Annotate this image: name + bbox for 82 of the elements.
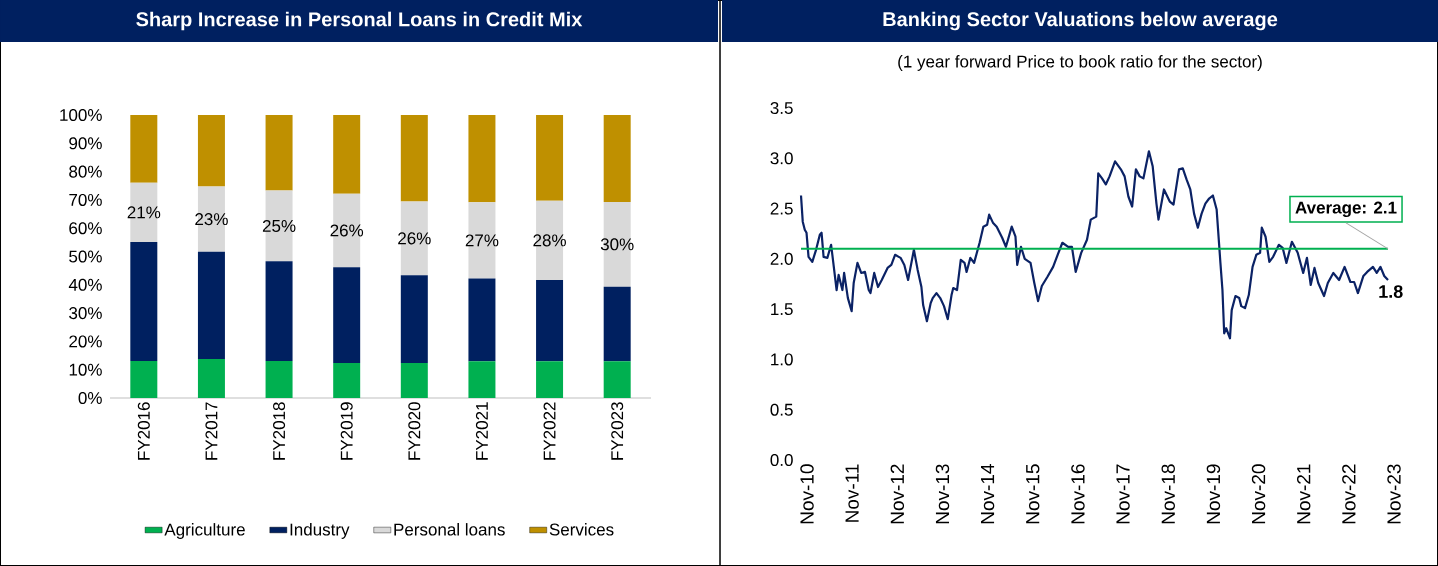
bar xyxy=(468,278,496,362)
y-tick-label: 100% xyxy=(60,108,102,122)
bar xyxy=(603,286,631,362)
x-tick-label: Nov-21 xyxy=(1296,464,1311,524)
legend-label: Industry xyxy=(290,523,350,539)
x-tick-label: Nov-22 xyxy=(1342,464,1356,524)
data-label: 23% xyxy=(195,213,228,226)
bar xyxy=(468,115,496,203)
x-tick-label: Nov-10 xyxy=(800,464,814,524)
y-tick-label: 2.5 xyxy=(770,202,793,215)
bar xyxy=(603,115,631,202)
chart-title: Sharp Increase in Personal Loans in Credit Mix xyxy=(136,11,583,31)
x-tick-label: FY2020 xyxy=(408,402,421,460)
bar xyxy=(603,361,631,398)
legend-label: Services xyxy=(549,523,614,536)
x-tick-label: FY2021 xyxy=(475,402,488,460)
data-label: 30% xyxy=(600,238,634,251)
y-tick-label: 1.0 xyxy=(771,353,793,366)
data-label: 27% xyxy=(465,234,499,247)
bar xyxy=(265,115,293,191)
data-label: 26% xyxy=(330,224,364,237)
y-tick-label: 50% xyxy=(69,250,102,263)
x-tick-label: Nov-20 xyxy=(1251,464,1266,524)
y-tick-label: 40% xyxy=(68,278,102,291)
y-tick-label: 10% xyxy=(69,363,102,376)
y-tick-label: 30% xyxy=(69,307,102,320)
x-tick-label: FY2019 xyxy=(340,402,353,460)
bar xyxy=(400,115,428,202)
bar xyxy=(400,362,428,398)
chart-title: Banking Sector Valuations below average xyxy=(883,11,1278,31)
bar xyxy=(130,360,158,398)
y-tick-label: 0% xyxy=(78,391,102,405)
ref-line-label: Average: 2.1 xyxy=(1295,201,1397,218)
y-tick-label: 1.5 xyxy=(771,303,793,316)
bar xyxy=(333,362,361,398)
bar xyxy=(197,251,225,359)
bar xyxy=(333,115,361,194)
bar xyxy=(265,360,293,398)
x-tick-label: Nov-15 xyxy=(1026,464,1040,524)
x-tick-label: Nov-12 xyxy=(890,464,905,524)
legend-label: Agriculture xyxy=(164,523,245,539)
x-tick-label: Nov-11 xyxy=(845,464,859,522)
bar xyxy=(265,261,293,361)
x-tick-label: FY2017 xyxy=(205,402,218,460)
bar xyxy=(197,115,225,187)
y-tick-label: 0.0 xyxy=(770,453,793,467)
x-tick-label: FY2023 xyxy=(611,402,624,460)
y-tick-label: 20% xyxy=(69,335,102,348)
legend-label: Personal loans xyxy=(394,523,505,536)
x-tick-label: FY2018 xyxy=(273,402,286,460)
x-tick-label: Nov-13 xyxy=(935,464,950,524)
y-tick-label: 70% xyxy=(69,193,102,206)
x-tick-label: Nov-16 xyxy=(1071,464,1085,524)
y-tick-label: 0.5 xyxy=(770,403,793,416)
data-label: 28% xyxy=(533,234,566,247)
chart-subtitle: (1 year forward Price to book ratio for the sector) xyxy=(898,55,1262,71)
bar xyxy=(130,242,158,361)
x-tick-label: Nov-23 xyxy=(1387,464,1401,524)
y-tick-label: 90% xyxy=(69,137,102,150)
y-tick-label: 80% xyxy=(69,165,102,178)
bar xyxy=(468,361,496,398)
x-tick-label: Nov-14 xyxy=(981,464,995,524)
annotation: 1.8 xyxy=(1379,285,1403,298)
bar xyxy=(197,358,225,398)
x-tick-label: Nov-18 xyxy=(1161,464,1175,524)
bar xyxy=(536,115,564,201)
y-tick-label: 3.5 xyxy=(770,101,793,115)
bar xyxy=(130,115,158,183)
data-label: 21% xyxy=(127,206,161,219)
x-tick-label: Nov-19 xyxy=(1206,464,1221,524)
x-tick-label: FY2016 xyxy=(137,402,150,460)
data-label: 26% xyxy=(398,232,431,245)
y-tick-label: 2.0 xyxy=(770,252,793,265)
x-tick-label: FY2022 xyxy=(543,402,556,460)
bar xyxy=(333,267,361,363)
y-tick-label: 60% xyxy=(69,222,102,235)
bar xyxy=(400,275,428,363)
data-label: 25% xyxy=(262,219,296,232)
bar xyxy=(536,361,564,398)
bar xyxy=(536,279,564,362)
x-tick-label: Nov-17 xyxy=(1116,464,1130,524)
y-tick-label: 3.0 xyxy=(770,152,793,165)
